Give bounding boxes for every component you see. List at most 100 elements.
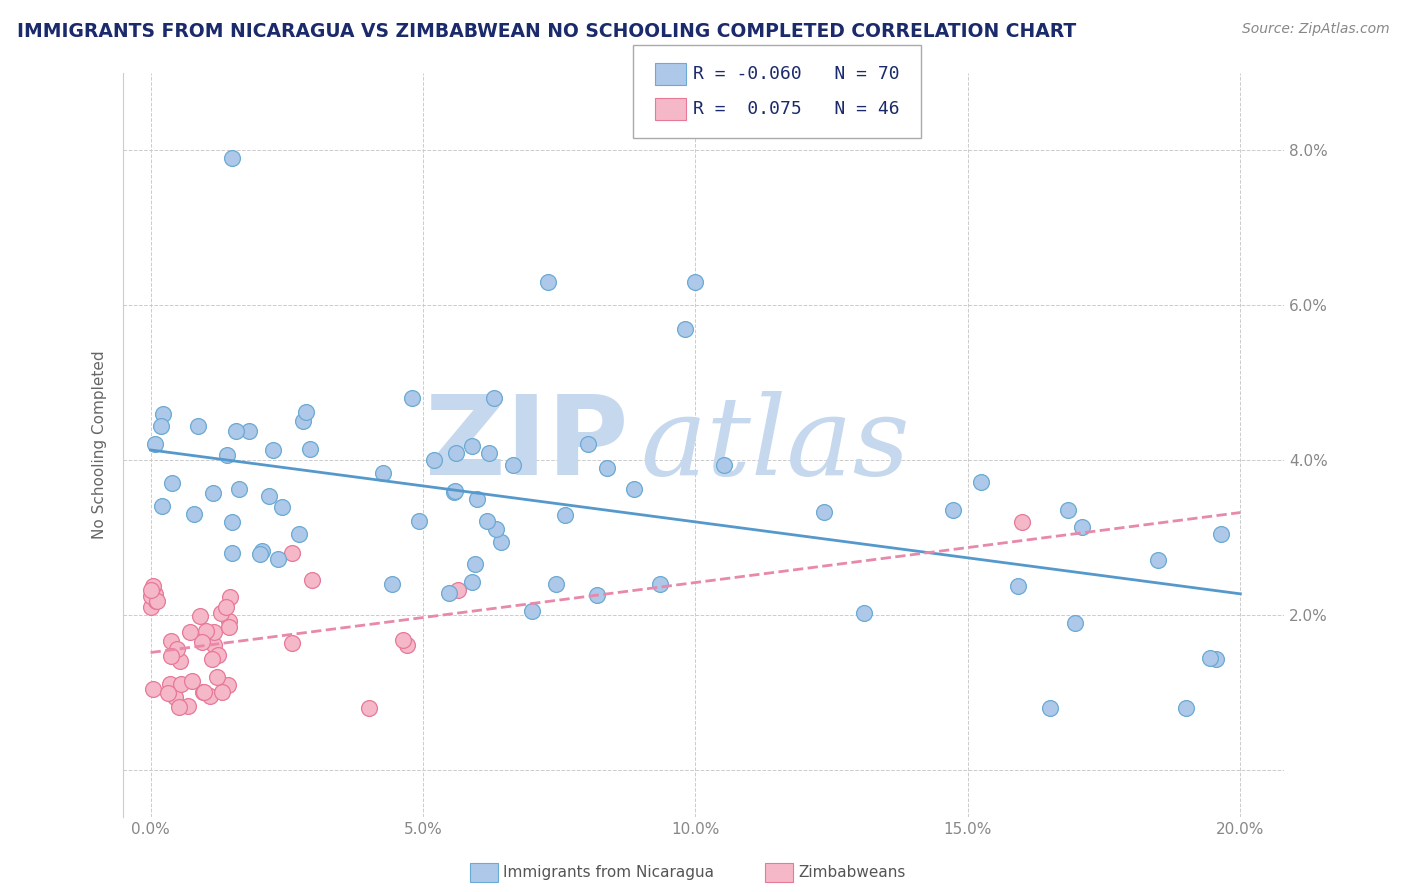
Point [1011,516,1033,530]
Point [179,624,201,639]
Point [475,514,498,528]
Point [291,414,314,428]
Point [623,482,645,496]
Point [159,677,181,691]
Text: Source: ZipAtlas.com: Source: ZipAtlas.com [1241,22,1389,37]
Point [150,419,173,434]
Point [281,636,304,650]
Text: Immigrants from Nicaragua: Immigrants from Nicaragua [503,865,714,880]
Point [198,690,221,704]
Point [1199,651,1222,665]
Point [942,503,965,517]
Text: R =  0.075   N = 46: R = 0.075 N = 46 [693,100,900,118]
Point [225,424,247,438]
Point [1007,579,1029,593]
Point [713,458,735,472]
Point [205,670,228,684]
Point [392,632,415,647]
Text: atlas: atlas [640,392,910,499]
Point [381,576,404,591]
Text: Zimbabweans: Zimbabweans [799,865,905,880]
Point [211,685,233,699]
Point [1056,503,1078,517]
Point [813,505,835,519]
Point [200,651,222,665]
Point [1205,652,1227,666]
Point [187,419,209,434]
Point [169,653,191,667]
Point [1063,616,1085,631]
Point [576,436,599,450]
Text: ZIP: ZIP [425,392,628,499]
Point [522,604,544,618]
Point [214,599,236,614]
Point [143,587,166,601]
Point [166,642,188,657]
Point [357,701,380,715]
Point [202,638,225,652]
Point [219,591,242,605]
Point [167,700,190,714]
Point [218,620,240,634]
Point [1071,520,1094,534]
Point [444,483,467,498]
Point [446,583,468,598]
Point [502,458,524,472]
Point [852,607,875,621]
Point [465,492,488,507]
Point [139,583,162,598]
Point [395,638,418,652]
Point [685,275,707,289]
Point [271,500,294,514]
Point [299,442,322,457]
Point [221,546,243,560]
Point [218,614,240,628]
Point [160,634,183,648]
Point [195,624,218,639]
Point [1211,526,1233,541]
Point [157,686,180,700]
Point [257,489,280,503]
Point [145,594,167,608]
Point [262,442,284,457]
Point [181,674,204,689]
Point [485,522,508,536]
Point [159,648,181,663]
Point [176,698,198,713]
Point [267,552,290,566]
Point [249,547,271,561]
Point [489,535,512,549]
Point [478,446,501,460]
Point [544,576,567,591]
Text: IMMIGRANTS FROM NICARAGUA VS ZIMBABWEAN NO SCHOOLING COMPLETED CORRELATION CHART: IMMIGRANTS FROM NICARAGUA VS ZIMBABWEAN … [17,22,1076,41]
Text: R = -0.060   N = 70: R = -0.060 N = 70 [693,65,900,83]
Point [191,635,214,649]
Point [1146,553,1168,567]
Point [295,405,318,419]
Point [183,507,205,521]
Point [461,439,484,453]
Point [443,484,465,499]
Point [464,558,486,572]
Point [191,685,214,699]
Point [460,574,482,589]
Point [585,588,607,602]
Point [143,437,166,451]
Point [221,516,243,530]
Point [648,577,671,591]
Point [141,599,163,614]
Point [142,579,165,593]
Point [163,690,186,704]
Point [554,508,576,523]
Point [1174,701,1197,715]
Point [193,685,215,699]
Point [217,678,239,692]
Point [301,573,323,587]
Point [281,547,304,561]
Point [207,648,229,662]
Point [142,681,165,696]
Point [209,606,232,620]
Point [150,500,173,514]
Point [482,392,505,406]
Y-axis label: No Schooling Completed: No Schooling Completed [93,351,107,540]
